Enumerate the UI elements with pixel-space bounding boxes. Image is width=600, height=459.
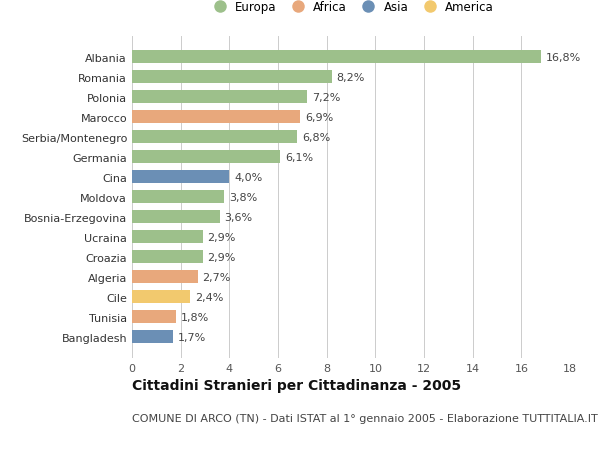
Bar — [132, 211, 220, 224]
Bar — [132, 251, 203, 263]
Bar — [132, 311, 176, 324]
Bar — [132, 330, 173, 343]
Text: 2,9%: 2,9% — [208, 232, 236, 242]
Text: 7,2%: 7,2% — [312, 93, 340, 103]
Bar — [132, 131, 298, 144]
Text: Cittadini Stranieri per Cittadinanza - 2005: Cittadini Stranieri per Cittadinanza - 2… — [132, 379, 461, 392]
Text: 3,8%: 3,8% — [229, 192, 257, 202]
Bar — [132, 291, 190, 303]
Text: COMUNE DI ARCO (TN) - Dati ISTAT al 1° gennaio 2005 - Elaborazione TUTTITALIA.IT: COMUNE DI ARCO (TN) - Dati ISTAT al 1° g… — [132, 413, 598, 423]
Text: 16,8%: 16,8% — [545, 53, 581, 63]
Text: 6,8%: 6,8% — [302, 133, 331, 143]
Bar — [132, 151, 280, 164]
Text: 3,6%: 3,6% — [224, 213, 253, 222]
Bar — [132, 231, 203, 244]
Bar — [132, 111, 300, 124]
Text: 4,0%: 4,0% — [234, 173, 262, 182]
Text: 8,2%: 8,2% — [337, 73, 365, 83]
Legend: Europa, Africa, Asia, America: Europa, Africa, Asia, America — [208, 1, 494, 14]
Text: 2,9%: 2,9% — [208, 252, 236, 262]
Text: 6,1%: 6,1% — [286, 152, 313, 162]
Bar — [132, 71, 332, 84]
Text: 2,7%: 2,7% — [203, 272, 231, 282]
Text: 2,4%: 2,4% — [195, 292, 224, 302]
Bar — [132, 51, 541, 64]
Text: 1,8%: 1,8% — [181, 312, 209, 322]
Text: 1,7%: 1,7% — [178, 332, 206, 342]
Bar — [132, 171, 229, 184]
Bar — [132, 91, 307, 104]
Bar — [132, 191, 224, 204]
Bar — [132, 271, 198, 284]
Text: 6,9%: 6,9% — [305, 112, 333, 123]
